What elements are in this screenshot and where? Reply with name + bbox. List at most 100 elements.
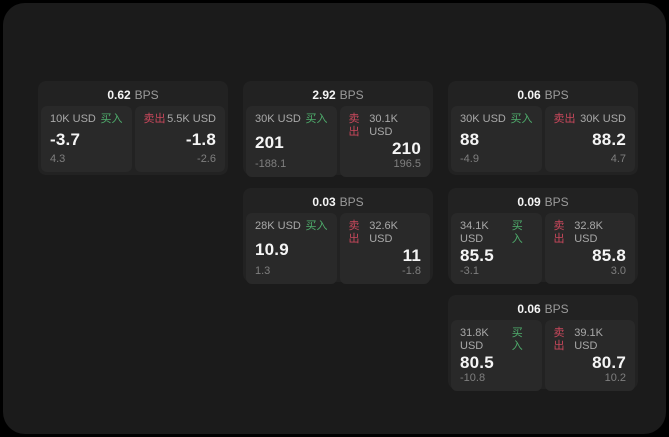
sell-price: 11 bbox=[402, 246, 421, 265]
sell-label-row: 卖出 32.8K USD bbox=[554, 220, 627, 246]
sell-price: 210 bbox=[392, 139, 421, 158]
buy-label-row: 30K USD 买入 bbox=[460, 113, 533, 126]
quote-panels: 31.8K USD 买入 80.5 -10.8 卖出 39.1K USD 80.… bbox=[451, 320, 635, 391]
sell-label-row: 卖出 30.1K USD bbox=[349, 113, 422, 139]
sell-label-row: 卖出 32.6K USD bbox=[349, 220, 422, 246]
buy-sub-value: 4.3 bbox=[50, 153, 66, 165]
sell-price: 80.7 bbox=[592, 353, 626, 372]
buy-price: 10.9 bbox=[255, 239, 289, 259]
quote-panels: 30K USD 买入 201 -188.1 卖出 30.1K USD 210 1… bbox=[246, 106, 430, 177]
sell-panel[interactable]: 卖出 39.1K USD 80.7 10.2 bbox=[544, 320, 635, 391]
sell-sub-value: 196.5 bbox=[393, 158, 421, 170]
buy-label-row: 10K USD 买入 bbox=[50, 113, 123, 126]
buy-sub-value: 1.3 bbox=[255, 265, 271, 277]
buy-price: 80.5 bbox=[460, 353, 494, 372]
buy-price: 88 bbox=[460, 130, 480, 149]
sell-amount: 32.6K USD bbox=[369, 220, 398, 245]
buy-amount: 30K USD bbox=[255, 113, 301, 125]
buy-panel[interactable]: 34.1K USD 买入 85.5 -3.1 bbox=[451, 213, 542, 284]
sell-price: 85.8 bbox=[592, 246, 626, 265]
buy-side-label: 买入 bbox=[511, 327, 523, 352]
buy-sub-value: -10.8 bbox=[460, 372, 486, 384]
quote-panels: 28K USD 买入 10.9 1.3 卖出 32.6K USD 11 -1.8 bbox=[246, 213, 430, 284]
quote-card-1: 0.62 BPS 10K USD 买入 -3.7 4.3 卖出 5.5K USD… bbox=[38, 81, 228, 175]
sell-sub-value: -1.8 bbox=[402, 265, 421, 277]
bps-unit-label: BPS bbox=[134, 88, 159, 102]
buy-sub-value: -4.9 bbox=[460, 153, 479, 165]
bps-header: 0.06 BPS bbox=[451, 84, 635, 106]
bps-value: 0.09 bbox=[517, 195, 541, 209]
sell-panel[interactable]: 卖出 30.1K USD 210 196.5 bbox=[339, 106, 430, 177]
quote-card-2: 2.92 BPS 30K USD 买入 201 -188.1 卖出 30.1K … bbox=[243, 81, 433, 177]
buy-panel[interactable]: 31.8K USD 买入 80.5 -10.8 bbox=[451, 320, 542, 391]
bps-unit-label: BPS bbox=[544, 302, 569, 316]
sell-amount: 30K USD bbox=[580, 113, 626, 125]
sell-amount: 5.5K USD bbox=[167, 113, 216, 125]
quote-panels: 10K USD 买入 -3.7 4.3 卖出 5.5K USD -1.8 -2.… bbox=[41, 106, 225, 172]
quote-panels: 30K USD 买入 88 -4.9 卖出 30K USD 88.2 4.7 bbox=[451, 106, 635, 172]
sell-sub-value: 10.2 bbox=[604, 372, 626, 384]
bps-value: 2.92 bbox=[312, 88, 336, 102]
quote-card-4: 0.03 BPS 28K USD 买入 10.9 1.3 卖出 32.6K US… bbox=[243, 188, 433, 284]
bps-header: 2.92 BPS bbox=[246, 84, 430, 106]
quote-card-6: 0.06 BPS 31.8K USD 买入 80.5 -10.8 卖出 39.1… bbox=[448, 295, 638, 391]
sell-label-row: 卖出 5.5K USD bbox=[144, 113, 217, 126]
sell-panel[interactable]: 卖出 5.5K USD -1.8 -2.6 bbox=[134, 106, 225, 172]
bps-value: 0.03 bbox=[312, 195, 336, 209]
buy-amount: 34.1K USD bbox=[460, 220, 489, 245]
sell-amount: 32.8K USD bbox=[574, 220, 603, 245]
buy-price: 85.5 bbox=[460, 246, 494, 265]
sell-side-label: 卖出 bbox=[143, 113, 166, 125]
sell-sub-value: 3.0 bbox=[610, 265, 626, 277]
bps-unit-label: BPS bbox=[544, 195, 569, 209]
buy-panel[interactable]: 28K USD 买入 10.9 1.3 bbox=[246, 213, 337, 284]
buy-amount: 10K USD bbox=[50, 113, 96, 125]
buy-label-row: 34.1K USD 买入 bbox=[460, 220, 533, 246]
quote-card-5: 0.09 BPS 34.1K USD 买入 85.5 -3.1 卖出 32.8K… bbox=[448, 188, 638, 284]
buy-panel[interactable]: 10K USD 买入 -3.7 4.3 bbox=[41, 106, 132, 172]
sell-side-label: 卖出 bbox=[348, 113, 360, 138]
sell-price: -1.8 bbox=[185, 130, 216, 149]
buy-panel[interactable]: 30K USD 买入 88 -4.9 bbox=[451, 106, 542, 172]
buy-side-label: 买入 bbox=[511, 220, 523, 245]
bps-value: 0.62 bbox=[107, 88, 131, 102]
sell-side-label: 卖出 bbox=[348, 220, 360, 245]
buy-price: -3.7 bbox=[50, 130, 81, 149]
sell-side-label: 卖出 bbox=[553, 220, 565, 245]
bps-header: 0.06 BPS bbox=[451, 298, 635, 320]
sell-panel[interactable]: 卖出 32.6K USD 11 -1.8 bbox=[339, 213, 430, 284]
bps-header: 0.03 BPS bbox=[246, 191, 430, 213]
buy-sub-value: -3.1 bbox=[460, 265, 479, 277]
buy-amount: 28K USD bbox=[255, 220, 301, 232]
sell-label-row: 卖出 30K USD bbox=[554, 113, 627, 126]
buy-side-label: 买入 bbox=[305, 220, 328, 232]
sell-amount: 30.1K USD bbox=[369, 113, 398, 138]
sell-amount: 39.1K USD bbox=[574, 327, 603, 352]
buy-panel[interactable]: 30K USD 买入 201 -188.1 bbox=[246, 106, 337, 177]
quote-card-3: 0.06 BPS 30K USD 买入 88 -4.9 卖出 30K USD 8… bbox=[448, 81, 638, 175]
sell-price: 88.2 bbox=[592, 130, 626, 149]
buy-price: 201 bbox=[255, 132, 284, 152]
bps-header: 0.09 BPS bbox=[451, 191, 635, 213]
buy-amount: 30K USD bbox=[460, 113, 506, 125]
sell-sub-value: 4.7 bbox=[610, 153, 626, 165]
buy-label-row: 28K USD 买入 bbox=[255, 220, 328, 233]
bps-unit-label: BPS bbox=[339, 195, 364, 209]
sell-sub-value: -2.6 bbox=[197, 153, 216, 165]
sell-side-label: 卖出 bbox=[553, 327, 565, 352]
buy-side-label: 买入 bbox=[510, 113, 533, 125]
buy-side-label: 买入 bbox=[305, 113, 328, 125]
bps-header: 0.62 BPS bbox=[41, 84, 225, 106]
sell-panel[interactable]: 卖出 30K USD 88.2 4.7 bbox=[544, 106, 635, 172]
bps-unit-label: BPS bbox=[339, 88, 364, 102]
buy-label-row: 31.8K USD 买入 bbox=[460, 327, 533, 353]
bps-value: 0.06 bbox=[517, 302, 541, 316]
bps-value: 0.06 bbox=[517, 88, 541, 102]
sell-panel[interactable]: 卖出 32.8K USD 85.8 3.0 bbox=[544, 213, 635, 284]
bps-unit-label: BPS bbox=[544, 88, 569, 102]
buy-amount: 31.8K USD bbox=[460, 327, 489, 352]
sell-label-row: 卖出 39.1K USD bbox=[554, 327, 627, 353]
quote-panels: 34.1K USD 买入 85.5 -3.1 卖出 32.8K USD 85.8… bbox=[451, 213, 635, 284]
buy-side-label: 买入 bbox=[100, 113, 123, 125]
buy-label-row: 30K USD 买入 bbox=[255, 113, 328, 126]
